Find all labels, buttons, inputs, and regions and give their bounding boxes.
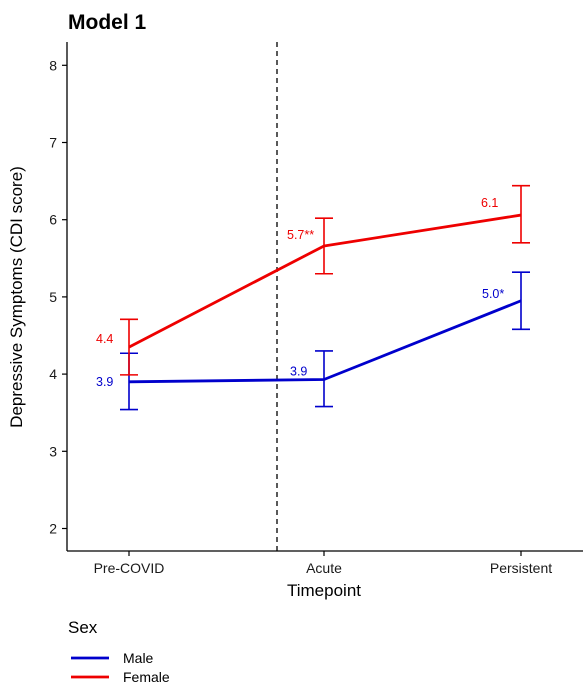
chart-title: Model 1 bbox=[68, 11, 146, 34]
y-tick-label: 4 bbox=[49, 366, 57, 382]
x-tick-label: Acute bbox=[306, 560, 342, 576]
male-data-label: 3.9 bbox=[96, 375, 113, 389]
male-line bbox=[128, 299, 522, 384]
legend: Male Female bbox=[71, 650, 170, 685]
x-tick-label: Pre-COVID bbox=[94, 560, 165, 576]
y-tick-label: 2 bbox=[49, 521, 57, 537]
y-tick-label: 8 bbox=[49, 57, 57, 73]
legend-label-female: Female bbox=[123, 669, 170, 685]
male-data-label: 3.9 bbox=[290, 365, 307, 379]
x-axis-title: Timepoint bbox=[287, 581, 361, 600]
x-axis-ticks: Pre-COVID Acute Persistent bbox=[94, 551, 552, 576]
x-tick-label: Persistent bbox=[490, 560, 552, 576]
male-data-label: 5.0* bbox=[482, 287, 504, 301]
legend-title: Sex bbox=[68, 618, 98, 637]
y-tick-label: 7 bbox=[49, 135, 57, 151]
female-data-label: 4.4 bbox=[96, 332, 113, 346]
y-tick-label: 6 bbox=[49, 212, 57, 228]
plot-area: 3.9 3.9 5.0* 4.4 5.7** 6.1 bbox=[96, 42, 530, 551]
legend-label-male: Male bbox=[123, 650, 154, 666]
series-male: 3.9 3.9 5.0* bbox=[96, 271, 530, 411]
female-data-label: 6.1 bbox=[481, 196, 498, 210]
female-line bbox=[128, 213, 522, 349]
female-data-label: 5.7** bbox=[287, 228, 314, 242]
y-axis-ticks: 2 3 4 5 6 7 8 bbox=[49, 57, 67, 537]
series-female: 4.4 5.7** 6.1 bbox=[96, 184, 530, 376]
y-tick-label: 3 bbox=[49, 443, 57, 459]
y-axis-title: Depressive Symptoms (CDI score) bbox=[7, 166, 26, 428]
y-tick-label: 5 bbox=[49, 289, 57, 305]
